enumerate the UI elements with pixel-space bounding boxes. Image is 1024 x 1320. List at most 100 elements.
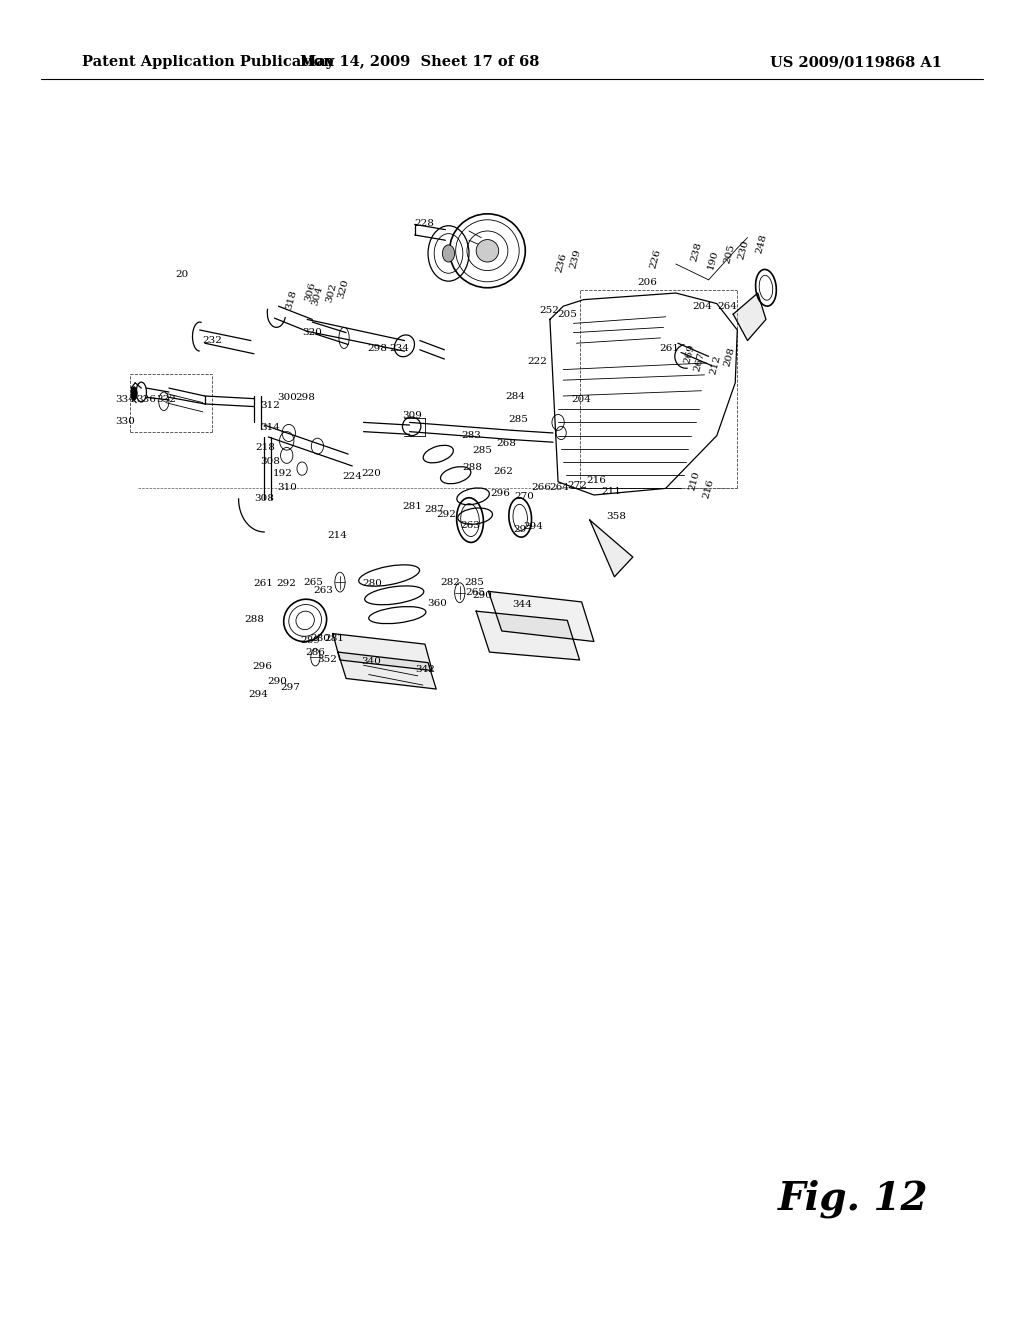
Text: 297: 297 bbox=[280, 684, 300, 692]
Ellipse shape bbox=[442, 244, 455, 261]
Text: 294: 294 bbox=[523, 523, 544, 531]
Text: 190: 190 bbox=[706, 249, 720, 271]
Text: 265: 265 bbox=[303, 578, 324, 586]
Text: 289: 289 bbox=[300, 636, 321, 644]
Text: 352: 352 bbox=[317, 656, 338, 664]
Text: 312: 312 bbox=[260, 401, 281, 409]
Polygon shape bbox=[338, 652, 436, 689]
Text: 266: 266 bbox=[531, 483, 552, 491]
Text: 264: 264 bbox=[549, 483, 569, 491]
Text: 288: 288 bbox=[462, 463, 482, 471]
Text: 281: 281 bbox=[324, 635, 344, 643]
Text: May 14, 2009  Sheet 17 of 68: May 14, 2009 Sheet 17 of 68 bbox=[300, 55, 540, 69]
Text: 252: 252 bbox=[539, 306, 559, 314]
Text: 280: 280 bbox=[310, 635, 331, 643]
Text: 342: 342 bbox=[415, 665, 435, 673]
Text: 283: 283 bbox=[461, 432, 481, 440]
Text: 300: 300 bbox=[276, 393, 297, 401]
Text: 308: 308 bbox=[260, 458, 281, 466]
Text: 280: 280 bbox=[362, 579, 383, 587]
Polygon shape bbox=[476, 611, 580, 660]
Text: 261: 261 bbox=[253, 579, 273, 587]
Text: 264: 264 bbox=[717, 302, 737, 310]
Text: 236: 236 bbox=[554, 252, 568, 273]
Text: 216: 216 bbox=[586, 477, 606, 484]
Text: 205: 205 bbox=[722, 243, 736, 264]
Text: 308: 308 bbox=[254, 495, 274, 503]
Text: 320: 320 bbox=[302, 329, 323, 337]
Text: Fig. 12: Fig. 12 bbox=[778, 1179, 929, 1218]
Text: 344: 344 bbox=[512, 601, 532, 609]
Text: 204: 204 bbox=[571, 396, 592, 404]
Text: 226: 226 bbox=[648, 248, 663, 269]
Text: 306: 306 bbox=[303, 281, 317, 302]
Text: 288: 288 bbox=[244, 615, 264, 623]
Text: 290: 290 bbox=[472, 591, 493, 599]
Text: 297: 297 bbox=[513, 525, 534, 533]
Text: 20: 20 bbox=[176, 271, 188, 279]
Text: 281: 281 bbox=[402, 503, 423, 511]
Text: 292: 292 bbox=[436, 511, 457, 519]
Text: 210: 210 bbox=[687, 470, 701, 491]
Text: 336: 336 bbox=[136, 396, 157, 404]
Text: 286: 286 bbox=[305, 648, 326, 656]
Text: 332: 332 bbox=[156, 396, 176, 404]
Text: 206: 206 bbox=[637, 279, 657, 286]
Text: 220: 220 bbox=[361, 470, 382, 478]
Text: 261: 261 bbox=[659, 345, 680, 352]
Text: 230: 230 bbox=[736, 239, 751, 260]
Polygon shape bbox=[333, 634, 432, 671]
Text: 296: 296 bbox=[252, 663, 272, 671]
Text: 358: 358 bbox=[606, 512, 627, 520]
Text: 314: 314 bbox=[260, 424, 281, 432]
Text: 263: 263 bbox=[313, 586, 334, 594]
Text: 360: 360 bbox=[427, 599, 447, 607]
Polygon shape bbox=[488, 591, 594, 642]
Text: 282: 282 bbox=[440, 578, 461, 586]
Text: 320: 320 bbox=[336, 279, 350, 300]
Text: 208: 208 bbox=[722, 346, 736, 367]
Text: 285: 285 bbox=[472, 446, 493, 454]
Text: 330: 330 bbox=[115, 417, 135, 425]
Text: 290: 290 bbox=[267, 677, 288, 685]
Text: 234: 234 bbox=[389, 345, 410, 352]
Text: 270: 270 bbox=[514, 492, 535, 500]
Polygon shape bbox=[733, 293, 766, 341]
Text: 204: 204 bbox=[692, 302, 713, 310]
Text: 304: 304 bbox=[310, 285, 325, 306]
Text: 211: 211 bbox=[601, 487, 622, 495]
Text: 298: 298 bbox=[295, 393, 315, 401]
Ellipse shape bbox=[131, 387, 137, 400]
Ellipse shape bbox=[476, 240, 499, 261]
Text: 268: 268 bbox=[496, 440, 516, 447]
Text: 228: 228 bbox=[414, 219, 434, 227]
Text: US 2009/0119868 A1: US 2009/0119868 A1 bbox=[770, 55, 942, 69]
Text: 224: 224 bbox=[342, 473, 362, 480]
Text: 285: 285 bbox=[464, 578, 484, 586]
Text: 340: 340 bbox=[360, 657, 381, 665]
Text: 309: 309 bbox=[402, 412, 423, 420]
Text: 216: 216 bbox=[701, 478, 716, 499]
Text: 318: 318 bbox=[285, 289, 299, 310]
Text: 284: 284 bbox=[505, 392, 525, 400]
Text: 285: 285 bbox=[508, 416, 528, 424]
Text: 263: 263 bbox=[460, 521, 480, 529]
Text: 192: 192 bbox=[272, 470, 293, 478]
Text: 248: 248 bbox=[755, 234, 769, 255]
Text: 267: 267 bbox=[692, 351, 707, 372]
Text: 292: 292 bbox=[276, 579, 297, 587]
Text: 232: 232 bbox=[202, 337, 222, 345]
Polygon shape bbox=[590, 520, 633, 577]
Text: 294: 294 bbox=[248, 690, 268, 698]
Text: 287: 287 bbox=[424, 506, 444, 513]
Text: 334: 334 bbox=[115, 396, 135, 404]
Text: 212: 212 bbox=[709, 354, 723, 375]
Text: 269: 269 bbox=[682, 343, 696, 364]
Text: 214: 214 bbox=[327, 532, 347, 540]
Text: 218: 218 bbox=[255, 444, 275, 451]
Text: 272: 272 bbox=[567, 482, 588, 490]
Text: 302: 302 bbox=[325, 282, 339, 304]
Text: 265: 265 bbox=[465, 589, 485, 597]
Text: 239: 239 bbox=[568, 248, 583, 269]
Text: 296: 296 bbox=[490, 490, 511, 498]
